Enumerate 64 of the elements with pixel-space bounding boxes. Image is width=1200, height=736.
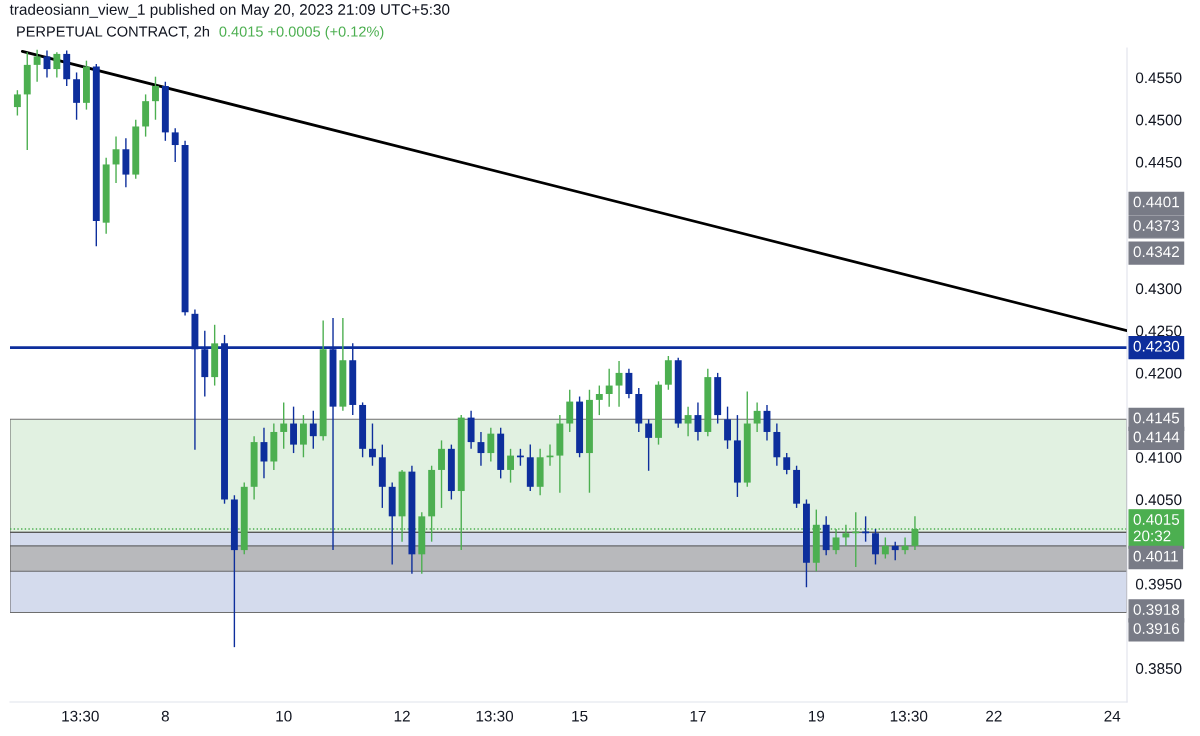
candlestick — [881, 536, 889, 560]
text: 0.3918 — [1133, 604, 1180, 615]
candlestick — [684, 405, 692, 437]
text: 0.3916 — [1133, 623, 1180, 634]
candlestick — [724, 405, 731, 450]
y-tick-label: 0.3850 — [1135, 663, 1182, 674]
candlestick — [605, 367, 613, 408]
candlestick — [901, 536, 909, 556]
chart-subtitle: tradeosiann_view_1 published on May 20, 2023 21:09 UTC+5:30 — [9, 3, 450, 18]
candlestick — [152, 75, 159, 121]
candlestick — [73, 71, 81, 121]
candlestick — [595, 384, 603, 416]
candlestick — [891, 540, 899, 561]
x-tick-label: 13:30 — [476, 710, 514, 722]
candlestick — [625, 367, 633, 399]
text: 0.4144 — [1133, 431, 1180, 443]
x-tick-label: 8 — [161, 710, 169, 722]
x-tick-label: 17 — [690, 710, 706, 722]
y-tick-label: 0.4250 — [1135, 325, 1182, 337]
ref-line-label: 0.4015 20:32 — [1133, 514, 1180, 542]
candlestick — [753, 401, 761, 433]
candlestick — [290, 405, 298, 454]
candlestick — [438, 439, 445, 509]
candlestick — [280, 401, 288, 450]
x-tick-label: 12 — [394, 710, 410, 722]
y-tick-label: 0.4050 — [1135, 494, 1182, 506]
candlestick — [13, 89, 21, 117]
y-tick-label: 0.4200 — [1135, 367, 1182, 379]
x-tick-label: 24 — [1104, 710, 1121, 722]
candlestick — [309, 410, 317, 450]
y-tick-label: 0.4550 — [1135, 72, 1182, 84]
ref-line-label: 0.4230 — [1133, 340, 1180, 352]
candlestick — [615, 360, 623, 408]
text: 0.4145 — [1133, 412, 1180, 424]
y-tick-label: 0.4500 — [1135, 114, 1182, 126]
candlestick — [487, 427, 495, 463]
candlestick — [566, 389, 574, 433]
candlestick — [171, 127, 179, 163]
chart-title: PERPETUAL CONTRACT, 2h — [17, 26, 209, 39]
x-tick-label: 13:30 — [890, 710, 928, 722]
candlestick — [872, 528, 879, 566]
candlestick — [842, 524, 850, 547]
text: 0.4401 — [1133, 196, 1179, 208]
candlestick — [645, 418, 653, 472]
x-tick-label: 19 — [808, 710, 825, 722]
candlestick — [43, 49, 51, 79]
text: 0.4015 +0.0005 (+0.12%) — [219, 26, 384, 40]
candlestick — [33, 48, 41, 83]
y-tick-label: 0.4100 — [1135, 452, 1182, 463]
x-tick-label: 22 — [986, 710, 1002, 722]
x-tick-label: 10 — [276, 710, 292, 722]
y-tick-label: 0.4300 — [1135, 283, 1182, 295]
x-tick-label: 15 — [572, 710, 588, 722]
candlestick — [299, 414, 307, 458]
x-tick-label: 13:30 — [62, 710, 99, 722]
text: 0.4373 — [1133, 220, 1180, 231]
candlestick — [783, 452, 791, 475]
text: 0.4342 — [1133, 246, 1179, 258]
candlestick — [507, 448, 515, 484]
y-tick-label: 0.4450 — [1135, 156, 1182, 168]
candlestick — [369, 422, 376, 467]
text: 0.4011 — [1133, 550, 1178, 562]
y-tick-label: 0.3950 — [1135, 578, 1182, 590]
candlestick — [53, 51, 61, 79]
